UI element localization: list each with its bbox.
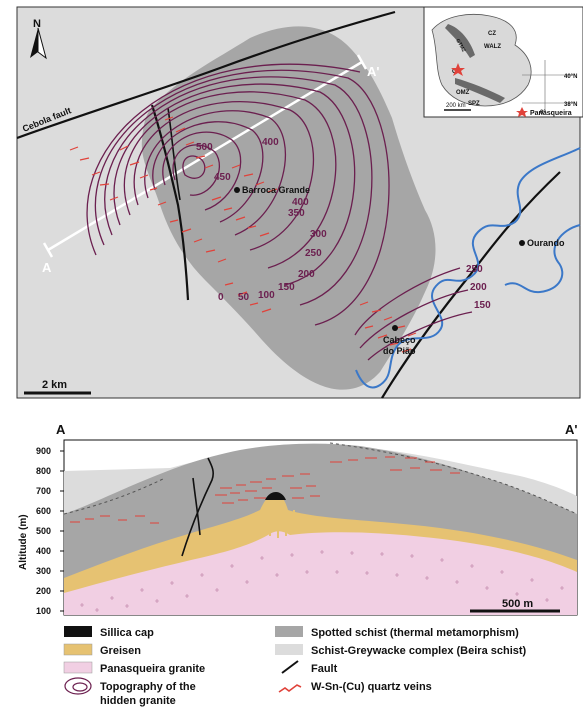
- contour-label-400-east: 400: [262, 137, 279, 148]
- north-arrow-icon: N: [30, 18, 47, 60]
- contour-label-150: 150: [278, 282, 295, 293]
- barroca-grande-dot: [234, 187, 240, 193]
- y-tick-100: 100: [36, 606, 51, 616]
- ourando-dot: [519, 240, 525, 246]
- legend-label-greywacke: Schist-Greywacke complex (Beira schist): [311, 645, 527, 657]
- legend-fault-line-icon: [281, 660, 299, 674]
- y-tick-400: 400: [36, 546, 51, 556]
- section-tick-a-prime: [356, 54, 368, 70]
- legend-swatch-silica: [64, 626, 92, 637]
- legend-label-granite: Panasqueira granite: [100, 663, 205, 675]
- do-piao-label: do Pião: [383, 346, 416, 356]
- legend-label-fault: Fault: [311, 663, 338, 675]
- legend-label-greisen: Greisen: [100, 645, 141, 657]
- river: [355, 147, 581, 389]
- section-scale-label: 500 m: [502, 598, 533, 610]
- map-label-a: A: [42, 260, 52, 275]
- contour-label-200: 200: [298, 269, 315, 280]
- section-label-a: A: [56, 422, 66, 437]
- legend-label-contour: Topography of the: [100, 681, 196, 693]
- legend-label-contour-2: hidden granite: [100, 695, 176, 707]
- barroca-grande-label: Barroca Grande: [242, 185, 310, 195]
- y-tick-700: 700: [36, 486, 51, 496]
- cross-section: A A' 900 800 700 600 500 400 300 200 100…: [18, 422, 578, 616]
- legend-swatch-greisen: [63, 643, 93, 656]
- y-tick-600: 600: [36, 506, 51, 516]
- legend-vein-icon: [278, 684, 302, 693]
- fault-central-branch: [167, 107, 181, 201]
- contour-lines-east: [354, 267, 473, 361]
- legend-contour-icon: [64, 677, 92, 695]
- cebola-fault: [16, 10, 396, 140]
- section-granite: [64, 531, 577, 615]
- inset-gtmz: [445, 24, 475, 58]
- contour-label-300: 300: [310, 229, 327, 240]
- legend: Sillica cap Spotted schist (thermal meta…: [63, 626, 527, 707]
- map-label-a-prime: A': [367, 64, 379, 79]
- contour-label-350: 350: [288, 208, 305, 219]
- north-label: N: [33, 18, 41, 30]
- y-tick-800: 800: [36, 466, 51, 476]
- fault-southeast: [381, 171, 561, 399]
- y-tick-300: 300: [36, 566, 51, 576]
- contour-label-400: 400: [292, 197, 309, 208]
- contour-label-50: 50: [238, 292, 250, 303]
- section-quartz-veins: [70, 456, 460, 524]
- inset-lon: 0°: [540, 110, 546, 116]
- section-tick-a: [42, 242, 54, 258]
- river-branch: [504, 224, 581, 294]
- contour-label-250: 250: [305, 248, 322, 259]
- legend-label-veins: W-Sn-(Cu) quartz veins: [311, 681, 432, 693]
- granite-pattern: [80, 550, 564, 612]
- contour-label-east-250: 250: [466, 264, 483, 275]
- inset-legend-star-icon: [516, 107, 528, 117]
- contour-label-500: 500: [196, 142, 213, 153]
- contour-label-450: 450: [214, 172, 231, 183]
- cabeco-dot: [392, 325, 398, 331]
- legend-label-spotted: Spotted schist (thermal metamorphism): [311, 627, 519, 639]
- section-y-axis-label: Altitude (m): [18, 514, 29, 570]
- quartz-veins: [69, 116, 417, 353]
- contour-label-0: 0: [218, 292, 224, 303]
- section-y-ticks: [60, 450, 64, 612]
- inset-zone-omz: OMZ: [456, 90, 470, 96]
- cabeco-label: Cabeço: [383, 335, 416, 345]
- contour-label-100: 100: [258, 290, 275, 301]
- legend-swatch-spotted: [275, 626, 303, 637]
- inset-omz: [455, 78, 505, 103]
- inset-zone-spz: SPZ: [468, 101, 480, 107]
- spotted-schist-area: [141, 26, 436, 390]
- inset-star-label: Panasqueira: [530, 110, 572, 117]
- y-tick-500: 500: [36, 526, 51, 536]
- inset-zone-walz: WALZ: [484, 44, 501, 50]
- contour-label-east-150: 150: [474, 300, 491, 311]
- ourando-label: Ourando: [527, 238, 565, 248]
- section-greisen-dikes: [261, 510, 295, 538]
- legend-swatch-greywacke: [275, 644, 303, 655]
- section-fault-2: [192, 477, 201, 536]
- section-label-a-prime: A': [565, 422, 577, 437]
- map-scale-label: 2 km: [42, 379, 67, 391]
- section-silica-cap: [265, 492, 286, 500]
- section-dashed-contact: [63, 442, 578, 515]
- contour-label-east-200: 200: [470, 282, 487, 293]
- section-fault-1: [181, 457, 215, 557]
- inset-scale-label: 200 km: [446, 103, 466, 109]
- y-tick-200: 200: [36, 586, 51, 596]
- inset-lat-bottom: 38°N: [564, 102, 577, 108]
- inset-map: CZ WALZ CIZ OMZ SPZ GTMZ 40°N 38°N 0° 20…: [423, 6, 583, 118]
- legend-label-silica: Sillica cap: [100, 627, 154, 639]
- inset-star-icon: [451, 63, 465, 76]
- y-tick-900: 900: [36, 446, 51, 456]
- inset-zone-cz: CZ: [488, 31, 496, 37]
- legend-swatch-granite: [63, 661, 93, 674]
- inset-lat-top: 40°N: [564, 74, 577, 80]
- contour-lines-west: [86, 63, 390, 326]
